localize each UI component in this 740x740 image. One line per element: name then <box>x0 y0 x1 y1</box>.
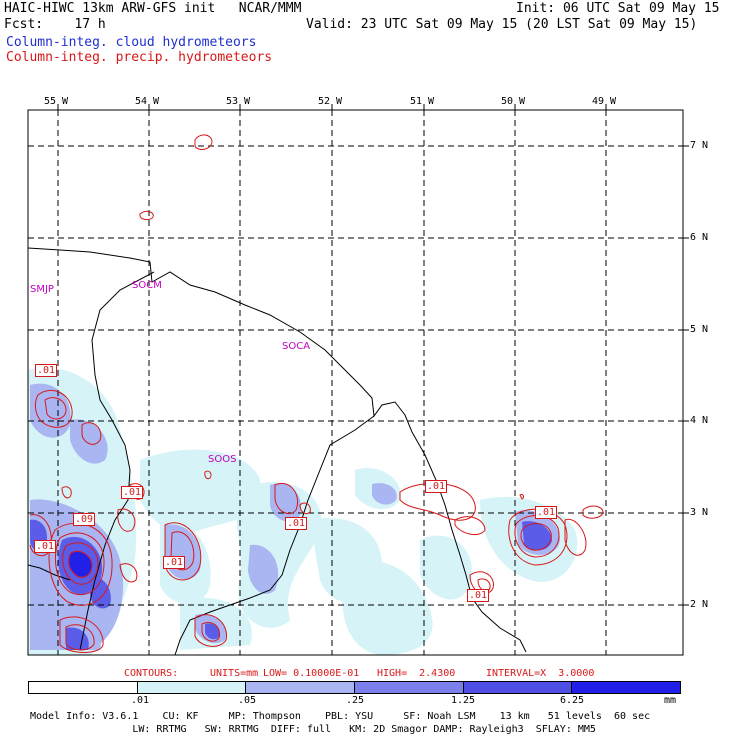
colorbar-tick: 6.25 <box>560 695 585 706</box>
contour-label: .01 <box>285 517 308 530</box>
contour-label: .09 <box>73 513 96 526</box>
contour-info-units: UNITS=mm <box>210 668 259 679</box>
lat-label: 7 N <box>690 140 709 151</box>
lon-label: 54 W <box>135 96 160 107</box>
map-frame <box>27 109 684 656</box>
forecast-hour: Fcst: 17 h <box>4 17 106 32</box>
cloud-shading-max <box>69 550 92 577</box>
model-info-line2: LW: RRTMG SW: RRTMG DIFF: full KM: 2D Sm… <box>30 724 596 735</box>
colorbar-tick: .05 <box>238 695 257 706</box>
colorbar-tick: .01 <box>131 695 150 706</box>
contour-label: .01 <box>35 364 58 377</box>
lat-lon-grid <box>28 110 683 655</box>
contour-label: .01 <box>425 480 448 493</box>
lat-label: 3 N <box>690 507 709 518</box>
contour-info-interval: INTERVAL=X 3.0000 <box>486 668 595 679</box>
lon-label: 52 W <box>318 96 343 107</box>
valid-time: Valid: 23 UTC Sat 09 May 15 (20 LST Sat … <box>306 17 698 32</box>
station-label: SOOS <box>208 454 237 465</box>
colorbar-tick: 1.25 <box>451 695 476 706</box>
precip-contours <box>29 134 604 653</box>
station-label: SOCM <box>132 280 162 291</box>
colorbar-segment <box>136 682 246 693</box>
lon-label: 49 W <box>592 96 617 107</box>
contour-info-label: CONTOURS: <box>124 668 179 679</box>
contour-label: .01 <box>121 486 144 499</box>
station-label: SMJP <box>30 284 54 295</box>
lat-label: 4 N <box>690 415 709 426</box>
contour-info-high: HIGH= 2.4300 <box>377 668 456 679</box>
colorbar-segment <box>29 682 137 693</box>
contour-label: .01 <box>34 540 57 553</box>
colorbar-segment <box>245 682 355 693</box>
lat-label: 6 N <box>690 232 709 243</box>
legend-cloud-label: Column-integ. cloud hydrometeors <box>6 35 257 50</box>
contour-label: .01 <box>467 589 490 602</box>
lat-label: 2 N <box>690 599 709 610</box>
colorbar-segment <box>571 682 681 693</box>
colorbar-segment <box>462 682 572 693</box>
colorbar-tick: .25 <box>346 695 365 706</box>
lon-label: 50 W <box>501 96 526 107</box>
colorbar <box>28 681 681 694</box>
model-title: HAIC-HIWC 13km ARW-GFS init NCAR/MMM <box>4 1 302 16</box>
lon-label: 55 W <box>44 96 69 107</box>
model-info-line1: Model Info: V3.6.1 CU: KF MP: Thompson P… <box>30 711 651 722</box>
contour-info-low: LOW= 0.10000E-01 <box>263 668 360 679</box>
lat-label: 5 N <box>690 324 709 335</box>
station-label: SOCA <box>282 341 311 352</box>
lon-label: 51 W <box>410 96 435 107</box>
contour-label: .01 <box>163 556 186 569</box>
map-ticks <box>57 104 689 606</box>
lon-label: 53 W <box>226 96 251 107</box>
colorbar-unit: mm <box>664 695 677 706</box>
colorbar-segment <box>354 682 463 693</box>
contour-label: .01 <box>535 506 558 519</box>
init-time: Init: 06 UTC Sat 09 May 15 <box>516 1 720 16</box>
legend-precip-label: Column-integ. precip. hydrometeors <box>6 50 273 65</box>
